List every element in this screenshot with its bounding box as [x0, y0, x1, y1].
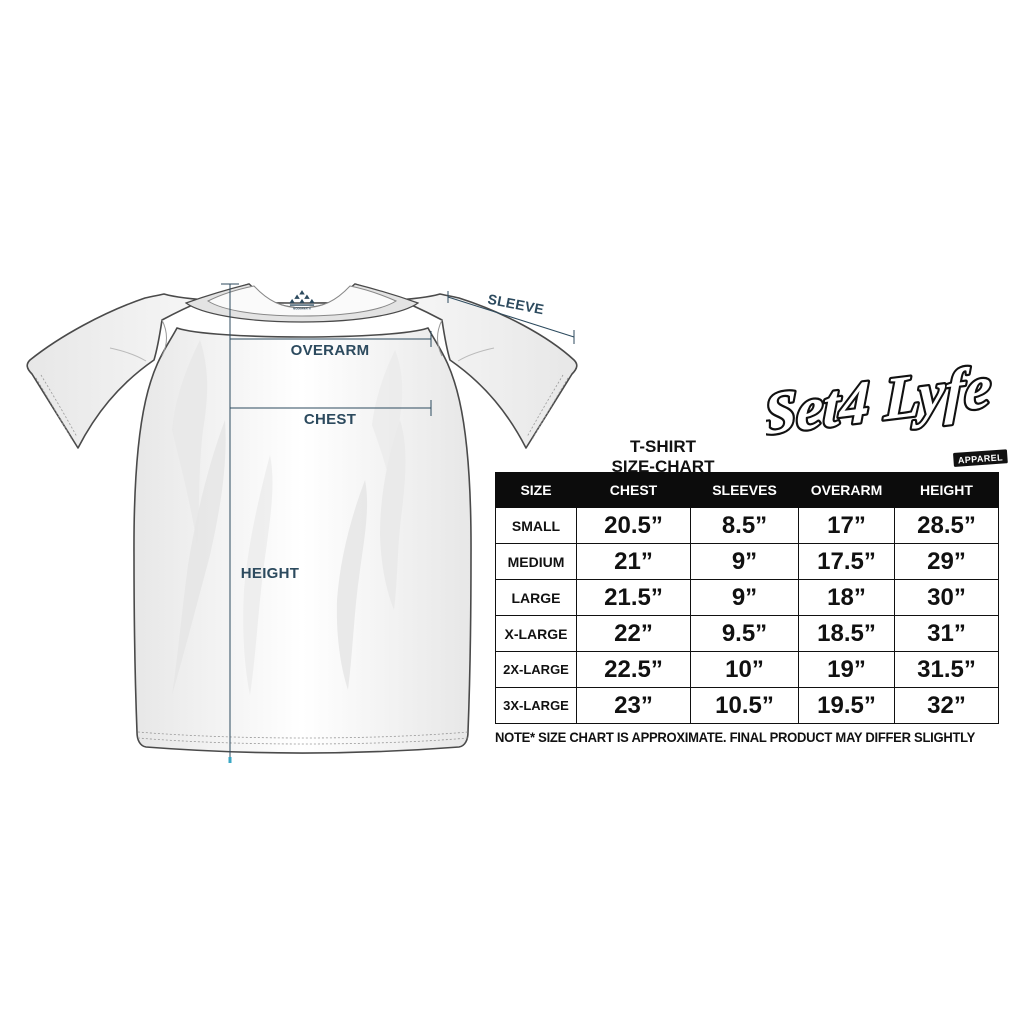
svg-text:Set4 Lyfe: Set4 Lyfe: [766, 355, 992, 448]
svg-text:OVERARM: OVERARM: [291, 342, 370, 359]
svg-text:HEIGHT: HEIGHT: [241, 565, 299, 582]
svg-text:CHEST: CHEST: [304, 411, 356, 428]
svg-text:MODERNATH: MODERNATH: [293, 307, 311, 310]
